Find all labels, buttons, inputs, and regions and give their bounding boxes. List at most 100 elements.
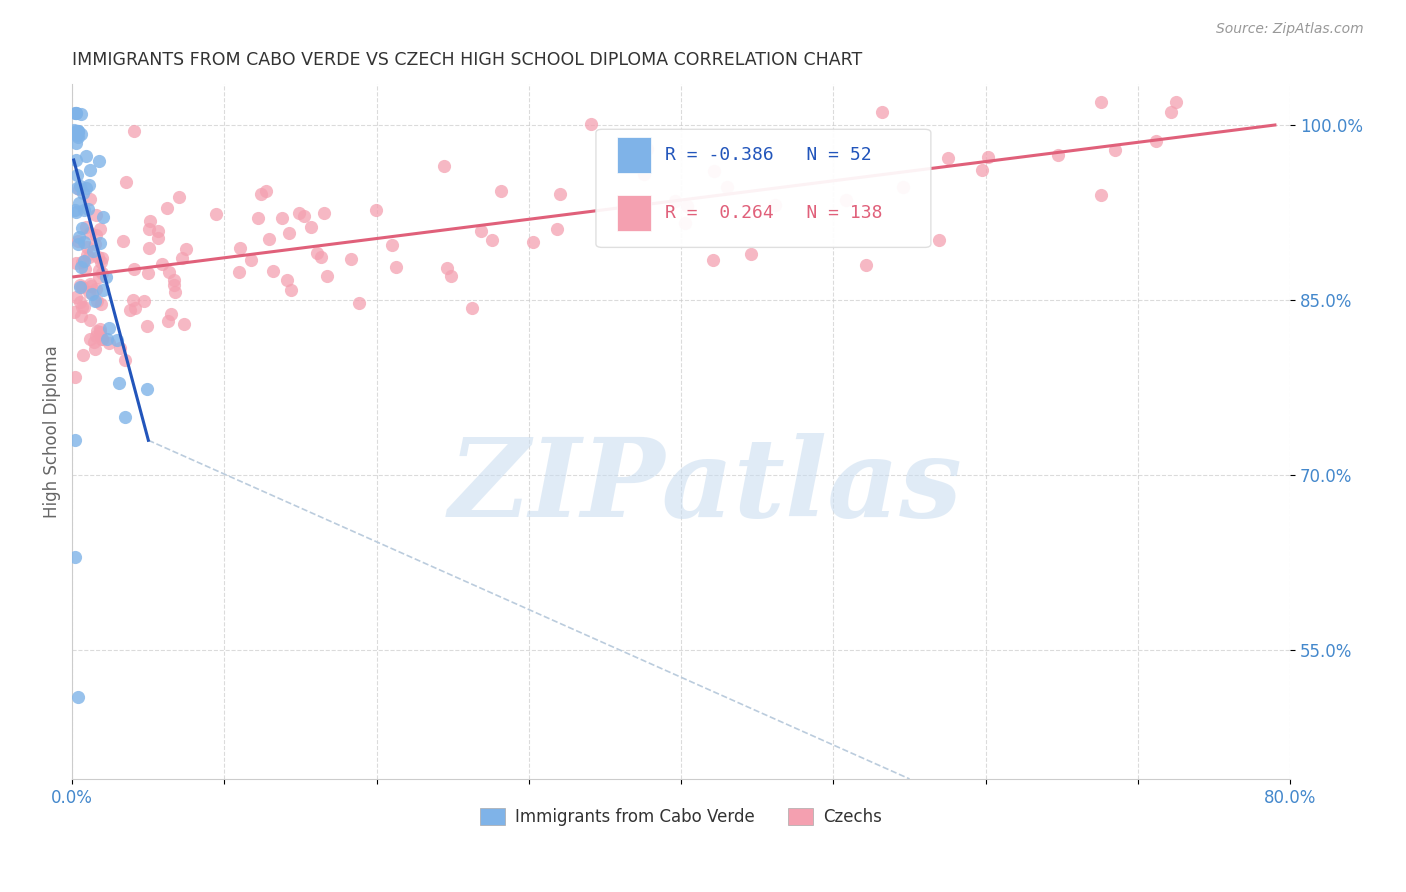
Point bbox=[72, 186, 94, 201]
Point bbox=[436, 260, 458, 275]
Text: Source: ZipAtlas.com: Source: ZipAtlas.com bbox=[1216, 22, 1364, 37]
Point bbox=[67, 182, 90, 196]
Point bbox=[89, 236, 111, 251]
Text: IMMIGRANTS FROM CABO VERDE VS CZECH HIGH SCHOOL DIPLOMA CORRELATION CHART: IMMIGRANTS FROM CABO VERDE VS CZECH HIGH… bbox=[72, 51, 862, 69]
Point bbox=[136, 318, 159, 333]
Point bbox=[72, 255, 94, 269]
Point bbox=[470, 224, 492, 238]
Point bbox=[70, 221, 93, 235]
Point bbox=[148, 224, 170, 238]
Point bbox=[90, 297, 112, 311]
Point bbox=[84, 282, 107, 296]
Point bbox=[228, 265, 250, 279]
Point bbox=[73, 235, 96, 249]
Point bbox=[489, 184, 512, 198]
Point bbox=[136, 382, 159, 396]
Point bbox=[79, 332, 101, 346]
Point bbox=[70, 107, 93, 121]
Point bbox=[271, 211, 294, 225]
Point bbox=[977, 150, 1000, 164]
Point bbox=[339, 252, 361, 267]
Point bbox=[676, 199, 699, 213]
Point bbox=[82, 286, 104, 301]
Point bbox=[581, 117, 603, 131]
Text: R =  0.264   N = 138: R = 0.264 N = 138 bbox=[665, 204, 883, 222]
Point bbox=[440, 268, 463, 283]
Point bbox=[76, 247, 98, 261]
Point bbox=[167, 190, 190, 204]
Point bbox=[65, 204, 87, 219]
Text: R = -0.386   N = 52: R = -0.386 N = 52 bbox=[665, 146, 872, 164]
Point bbox=[309, 250, 332, 264]
Point bbox=[73, 203, 96, 218]
Point bbox=[134, 293, 156, 308]
Point bbox=[66, 169, 89, 183]
Point bbox=[75, 219, 97, 234]
Point bbox=[66, 181, 89, 195]
Point bbox=[82, 244, 104, 258]
Point bbox=[160, 308, 183, 322]
Point bbox=[65, 153, 87, 167]
Point bbox=[75, 181, 97, 195]
Point bbox=[96, 269, 118, 284]
Point bbox=[870, 104, 893, 119]
Point bbox=[79, 313, 101, 327]
Point bbox=[118, 302, 141, 317]
Point bbox=[970, 163, 993, 178]
Point bbox=[173, 318, 195, 332]
Point bbox=[262, 264, 284, 278]
Point bbox=[65, 290, 87, 304]
Point bbox=[91, 283, 114, 297]
FancyBboxPatch shape bbox=[617, 195, 651, 231]
Point bbox=[77, 285, 100, 299]
Point bbox=[136, 266, 159, 280]
Point bbox=[87, 153, 110, 168]
Point bbox=[1046, 148, 1069, 162]
Point bbox=[299, 220, 322, 235]
Point bbox=[312, 206, 335, 220]
Point bbox=[84, 237, 107, 252]
Point bbox=[114, 410, 136, 425]
Point bbox=[87, 263, 110, 277]
Point bbox=[163, 278, 186, 293]
Point bbox=[79, 277, 101, 291]
Point bbox=[69, 294, 91, 309]
Point bbox=[66, 124, 89, 138]
Point bbox=[69, 277, 91, 292]
Point bbox=[89, 221, 111, 235]
Point bbox=[481, 233, 503, 247]
Point bbox=[91, 332, 114, 346]
Point bbox=[91, 332, 114, 346]
Point bbox=[703, 164, 725, 178]
Point bbox=[157, 265, 180, 279]
Point bbox=[936, 151, 959, 165]
Point bbox=[716, 180, 738, 194]
Point bbox=[66, 124, 89, 138]
Point bbox=[67, 125, 90, 139]
Point bbox=[91, 266, 114, 280]
FancyBboxPatch shape bbox=[596, 129, 931, 247]
Point bbox=[433, 159, 456, 173]
Point bbox=[278, 227, 301, 241]
Point bbox=[522, 235, 544, 250]
Point bbox=[254, 184, 277, 198]
Point bbox=[70, 280, 93, 294]
Point bbox=[77, 251, 100, 265]
Point bbox=[105, 333, 128, 347]
Point bbox=[891, 179, 914, 194]
Point bbox=[114, 352, 136, 367]
Point bbox=[239, 253, 262, 268]
Point bbox=[65, 203, 87, 218]
Point bbox=[163, 285, 186, 300]
Point bbox=[702, 253, 724, 268]
Point bbox=[89, 270, 111, 285]
Point bbox=[229, 241, 252, 255]
Point bbox=[148, 231, 170, 245]
Point bbox=[63, 370, 86, 384]
Point bbox=[79, 178, 101, 193]
Point bbox=[65, 106, 87, 120]
Point bbox=[1090, 95, 1112, 109]
Point bbox=[257, 232, 280, 246]
Point bbox=[121, 293, 143, 308]
Point bbox=[170, 251, 193, 265]
